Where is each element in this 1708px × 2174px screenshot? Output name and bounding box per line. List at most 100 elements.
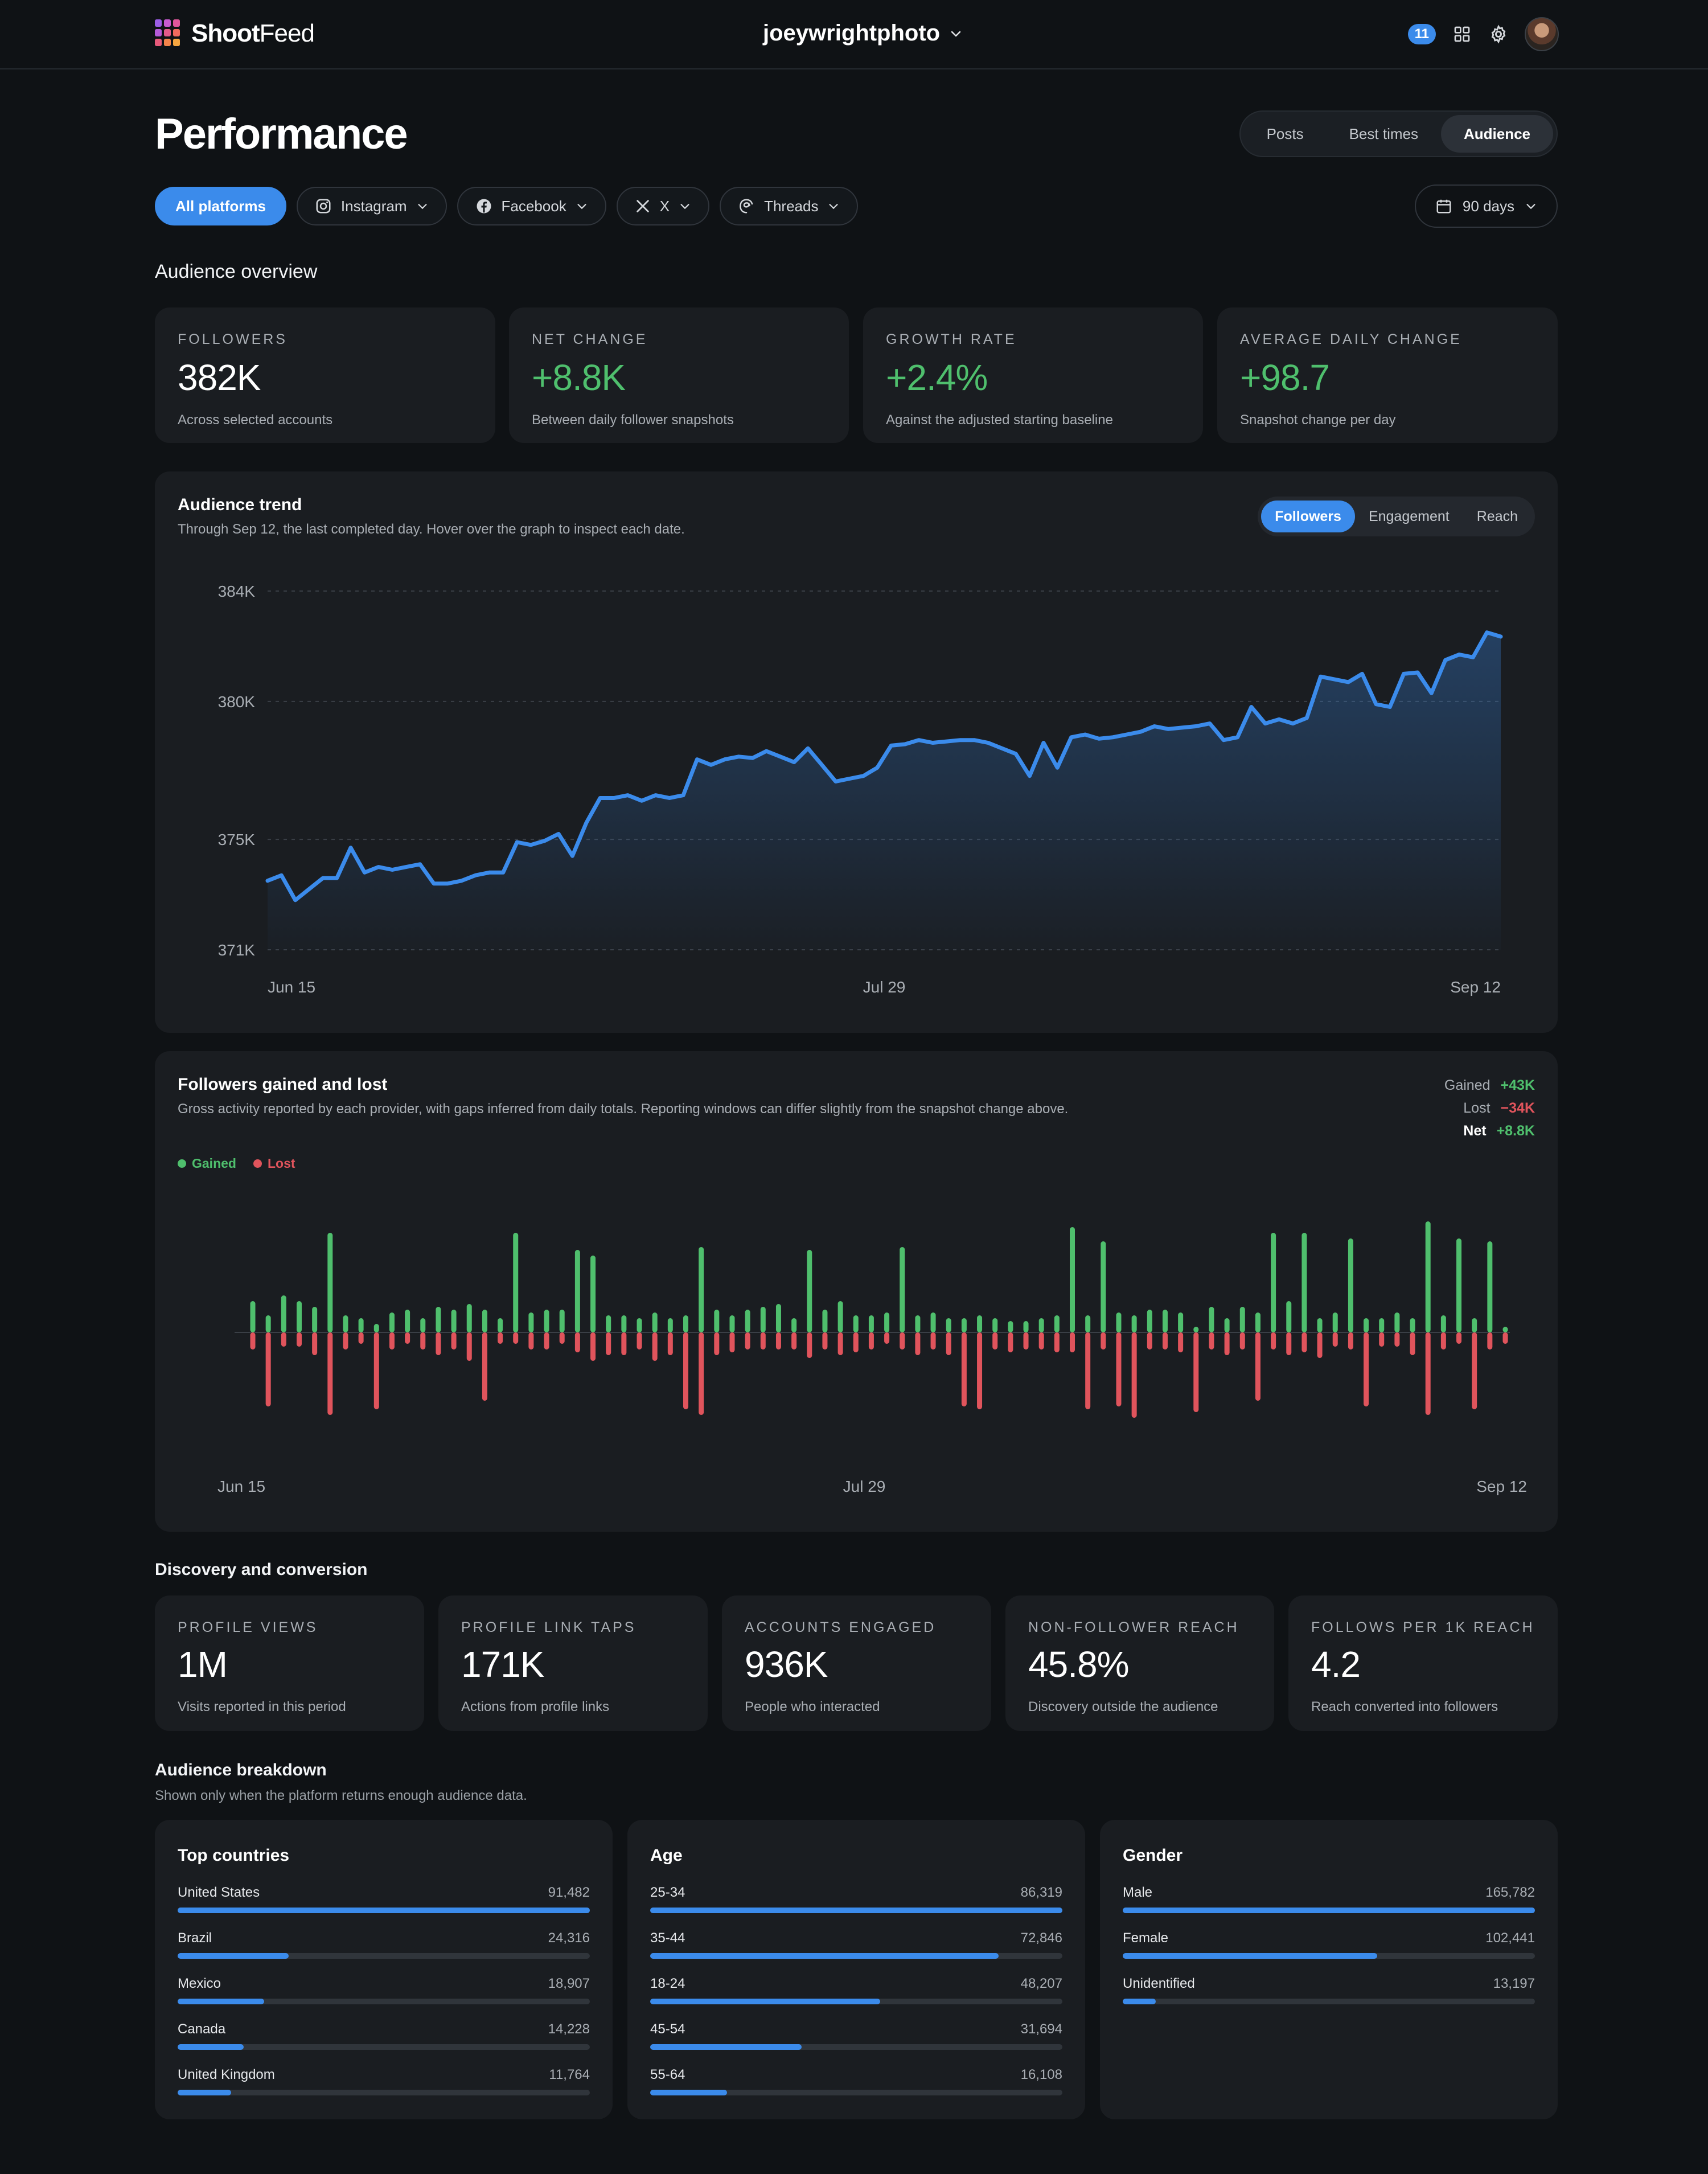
followers-trend-chart[interactable]: 384K 380K 375K 371K Jun 15 Jul 29 Sep 12 [155,471,1558,1033]
gained-bar [637,1318,642,1332]
gained-bar [1394,1312,1400,1332]
kpi-card-net-change: Net change +8.8K Between daily follower … [509,307,849,443]
gear-icon[interactable] [1488,24,1509,44]
breakdown-title: Age [650,1846,683,1865]
gained-bar [327,1233,333,1332]
lost-bar [420,1332,426,1349]
apps-grid-icon[interactable] [1452,24,1472,44]
lost-bar [389,1332,395,1349]
kpi-label: Profile link taps [461,1619,637,1635]
tab-posts[interactable]: Posts [1266,125,1304,142]
gained-bar [837,1301,843,1332]
filter-threads[interactable]: Threads [720,187,859,225]
gained-bar [1193,1327,1199,1332]
lost-bar [1286,1332,1292,1355]
gained-bar [1038,1318,1044,1332]
lost-bar [466,1332,472,1361]
kpi-label: Profile views [178,1619,318,1635]
x-tick-label: Jun 15 [268,978,315,996]
gained-bar [807,1250,812,1332]
breakdown-label: United Kingdom [178,2067,275,2082]
calendar-icon [1436,199,1451,214]
section-title-overview: Audience overview [155,261,318,282]
tab-audience[interactable]: Audience [1440,115,1553,153]
lost-bar [1023,1332,1029,1349]
gained-bar [760,1307,766,1332]
kpi-subtitle: People who interacted [745,1699,880,1714]
gained-bar [822,1310,828,1332]
kpi-card-growth-rate: Growth rate +2.4% Against the adjusted s… [863,307,1203,443]
gained-bar [652,1312,658,1332]
gained-bar [1502,1327,1508,1332]
lost-bar [327,1332,333,1415]
lost-bar [637,1332,642,1349]
brand-name: ShootFeed [191,19,315,47]
avatar[interactable] [1525,17,1559,51]
breakdown-row: 35-44 72,846 [650,1930,1062,1976]
gained-bar [1101,1241,1106,1332]
date-range-select[interactable]: 90 days [1414,184,1558,228]
lost-bar [884,1332,890,1344]
tab-best-times[interactable]: Best times [1349,125,1418,142]
gained-bar [1008,1321,1013,1332]
filter-facebook[interactable]: Facebook [457,187,606,225]
filter-all-platforms[interactable]: All platforms [155,187,286,225]
lost-bar [1364,1332,1369,1406]
gained-bar [343,1315,348,1332]
breakdown-bar-fill [650,1953,999,1959]
lost-bar [498,1332,503,1344]
metric-tab-reach[interactable]: Reach [1476,508,1518,524]
y-tick-label: 371K [218,941,256,959]
lost-bar [837,1332,843,1355]
legend-lost[interactable]: Lost [253,1156,295,1171]
gained-bar [1147,1310,1152,1332]
account-switcher[interactable]: joeywrightphoto [763,20,963,46]
metric-tab-followers[interactable]: Followers [1261,501,1355,532]
gained-bar [1440,1315,1446,1332]
kpi-value: 171K [461,1644,544,1685]
lost-bar [621,1332,627,1355]
metric-tabs: Followers Engagement Reach [1258,497,1535,536]
lost-bar [1131,1332,1137,1418]
lost-bar [977,1332,983,1409]
legend-gained[interactable]: Gained [178,1156,236,1171]
gained-bar [791,1318,797,1332]
chevron-down-icon [829,204,839,210]
x-tick-label: Jul 29 [863,978,906,996]
y-tick-label: 375K [218,831,256,848]
filter-instagram[interactable]: Instagram [296,187,447,225]
notification-badge[interactable]: 11 [1407,24,1436,44]
gained-bar [296,1301,302,1332]
gained-bar [544,1310,549,1332]
lost-bar [791,1332,797,1349]
gained-bar [900,1247,905,1332]
lost-bar [1147,1332,1152,1349]
lost-bar [1116,1332,1122,1406]
breakdown-row: Brazil 24,316 [178,1930,590,1976]
gained-bar [1410,1318,1415,1332]
brand-logo[interactable]: ShootFeed [155,19,315,48]
gained-bar [451,1310,457,1332]
card-title: Audience trend [178,495,302,514]
metric-tab-engagement[interactable]: Engagement [1368,508,1450,524]
breakdown-bar-fill [178,1999,265,2004]
breakdown-label: 35-44 [650,1930,685,1946]
kpi-label: Average daily change [1240,331,1462,347]
lost-bar [915,1332,921,1355]
net-total: +8.8K [1496,1122,1535,1139]
gained-bar [961,1318,967,1332]
kpi-label: Net change [532,331,648,347]
gained-bar [683,1315,688,1332]
gained-lost-chart[interactable]: Jun 15 Jul 29 Sep 12 [155,1051,1558,1532]
followers-area [268,632,1501,950]
gained-bar [405,1310,410,1332]
gained-bar [977,1315,983,1332]
breakdown-bar-track [1123,1999,1535,2004]
gained-bar [1085,1315,1091,1332]
breakdown-row: Unidentified 13,197 [1123,1976,1535,2021]
filter-x[interactable]: X [616,187,710,225]
page-title: Performance [155,110,408,158]
gained-bar [1301,1233,1307,1332]
lost-bar [1178,1332,1184,1352]
gained-bar [1317,1318,1323,1332]
